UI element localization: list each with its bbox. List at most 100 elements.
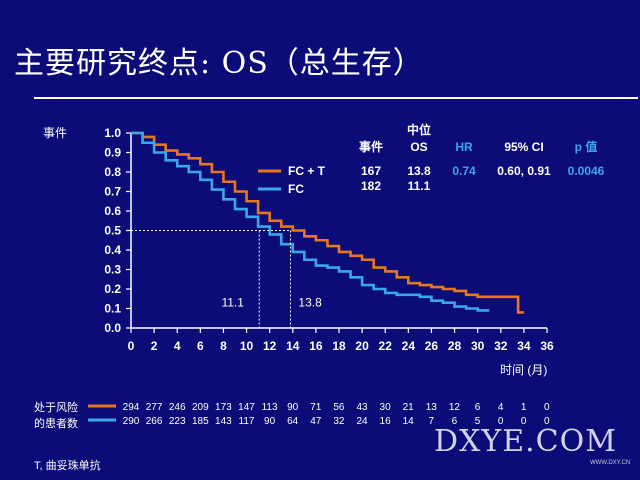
y-tick-label: 0.0 xyxy=(104,321,121,335)
at-risk-value: 71 xyxy=(310,402,322,413)
at-risk-value: 4 xyxy=(498,402,504,413)
stats-events-value: 167 xyxy=(361,164,381,178)
stats-header-hr: HR xyxy=(455,140,473,154)
legend-label: FC xyxy=(288,182,304,196)
y-tick-label: 0.8 xyxy=(104,165,121,179)
watermark-logo: DXYE.COM xyxy=(434,424,617,459)
annotations: 11.1 13.8 xyxy=(131,230,322,328)
x-tick-label: 12 xyxy=(263,339,277,353)
at-risk-value: 90 xyxy=(264,416,276,427)
stats-header-os: OS xyxy=(410,140,427,154)
stats-p-value: 0.0046 xyxy=(568,164,605,178)
survival-curve-fc xyxy=(131,131,490,312)
at-risk-value: 0 xyxy=(544,416,550,427)
at-risk-value: 113 xyxy=(262,402,278,413)
stats-ci-value: 0.60, 0.91 xyxy=(497,164,551,178)
at-risk-value: 6 xyxy=(452,416,458,427)
at-risk-value: 12 xyxy=(449,402,461,413)
x-tick-label: 22 xyxy=(379,339,393,353)
at-risk-value: 7 xyxy=(429,416,435,427)
at-risk-value: 43 xyxy=(356,402,368,413)
at-risk-value: 6 xyxy=(475,402,481,413)
at-risk-value: 143 xyxy=(215,416,232,427)
x-tick-label: 2 xyxy=(151,339,158,353)
x-tick-label: 24 xyxy=(402,339,416,353)
x-tick-label: 18 xyxy=(332,339,346,353)
x-tick-label: 36 xyxy=(540,339,554,353)
at-risk-value: 294 xyxy=(123,402,140,413)
legend: FC + T FC xyxy=(258,164,326,196)
stats-header-median: 中位 xyxy=(407,122,431,137)
at-risk-value: 14 xyxy=(403,416,415,427)
at-risk-value: 56 xyxy=(333,402,345,413)
y-tick-label: 0.5 xyxy=(104,224,121,238)
at-risk-value: 0 xyxy=(544,402,550,413)
at-risk-value: 13 xyxy=(426,402,438,413)
x-tick-label: 32 xyxy=(494,339,508,353)
x-tick-label: 34 xyxy=(517,339,531,353)
at-risk-value: 0 xyxy=(521,416,527,427)
median-label: 13.8 xyxy=(298,296,322,310)
x-axis-label: 时间 (月) xyxy=(500,363,547,377)
x-tick-label: 0 xyxy=(128,339,135,353)
x-tick-label: 26 xyxy=(425,339,439,353)
y-tick-label: 0.7 xyxy=(104,185,121,199)
y-tick-label: 0.1 xyxy=(104,302,121,316)
stats-hr-value: 0.74 xyxy=(452,164,476,178)
at-risk-value: 173 xyxy=(215,402,232,413)
y-tick-label: 0.2 xyxy=(104,282,121,296)
stats-events-value: 182 xyxy=(361,179,381,193)
y-tick-label: 0.9 xyxy=(104,146,121,160)
at-risk-value: 21 xyxy=(403,402,415,413)
stats-header-p: p 值 xyxy=(575,139,598,154)
at-risk-value: 64 xyxy=(287,416,299,427)
y-tick-label: 0.6 xyxy=(104,204,121,218)
at-risk-value: 30 xyxy=(380,402,392,413)
x-tick-label: 8 xyxy=(220,339,227,353)
curves xyxy=(131,131,524,314)
slide-title: 主要研究终点: OS（总生存） xyxy=(14,46,424,81)
at-risk-value: 290 xyxy=(123,416,140,427)
x-tick-label: 6 xyxy=(197,339,204,353)
at-risk-value: 1 xyxy=(521,402,527,413)
y-axis-label: 事件 xyxy=(43,126,67,140)
x-tick-label: 16 xyxy=(309,339,323,353)
at-risk-value: 32 xyxy=(333,416,345,427)
watermark-url: WWW.DXY.CN xyxy=(590,460,631,466)
legend-label: FC + T xyxy=(288,164,326,178)
at-risk-value: 47 xyxy=(310,416,322,427)
median-label: 11.1 xyxy=(221,296,244,310)
at-risk-value: 0 xyxy=(498,416,504,427)
y-tick-label: 0.3 xyxy=(104,263,121,277)
at-risk-label: 的患者数 xyxy=(34,416,78,430)
stats-median-value: 11.1 xyxy=(408,179,431,193)
y-tick-label: 0.4 xyxy=(104,243,121,257)
x-tick-label: 4 xyxy=(174,339,181,353)
at-risk-value: 147 xyxy=(238,402,255,413)
x-tick-label: 28 xyxy=(448,339,462,353)
at-risk-value: 5 xyxy=(475,416,481,427)
at-risk-label: 处于风险 xyxy=(34,400,78,414)
at-risk-value: 246 xyxy=(169,402,186,413)
at-risk-value: 90 xyxy=(287,402,299,413)
x-tick-label: 10 xyxy=(240,339,254,353)
stats-header-ci: 95% CI xyxy=(504,140,543,154)
at-risk-value: 16 xyxy=(380,416,392,427)
stats-median-value: 13.8 xyxy=(407,164,431,178)
at-risk-value: 277 xyxy=(146,402,163,413)
y-tick-label: 1.0 xyxy=(104,126,121,140)
at-risk-value: 209 xyxy=(192,402,209,413)
survival-curve-fc-t xyxy=(131,131,524,314)
x-tick-label: 14 xyxy=(286,339,300,353)
title-divider xyxy=(34,97,638,99)
stats-header-events: 事件 xyxy=(359,139,383,154)
at-risk-value: 24 xyxy=(356,416,368,427)
at-risk-value: 223 xyxy=(169,416,186,427)
at-risk-value: 266 xyxy=(146,416,163,427)
at-risk-value: 185 xyxy=(192,416,209,427)
axes: 0.00.10.20.30.40.50.60.70.80.91.00 2 4 6 8 10… xyxy=(43,126,554,377)
